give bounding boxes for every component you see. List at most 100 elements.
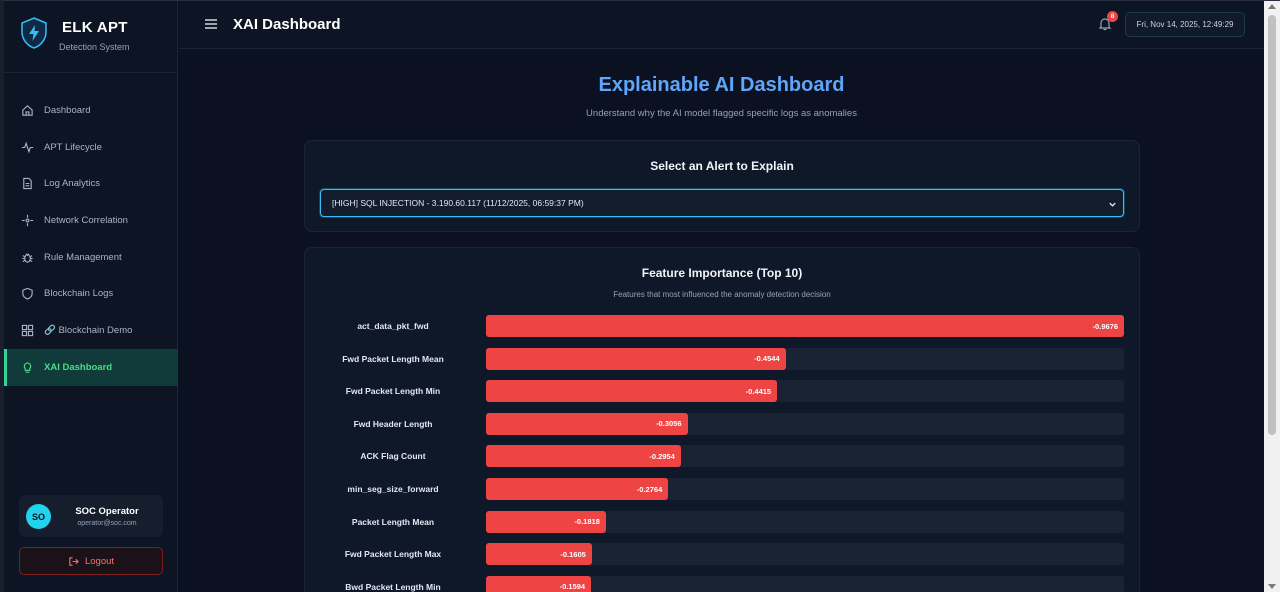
feature-bar-row: Packet Length Mean -0.1818 — [305, 510, 1141, 533]
feature-label: Fwd Packet Length Max — [344, 549, 442, 560]
feature-bar-row: Fwd Packet Length Max -0.1605 — [305, 543, 1141, 566]
feature-label: Bwd Packet Length Min — [345, 581, 441, 592]
brand-title: ELK APT — [62, 19, 128, 36]
bell-icon[interactable] — [1098, 17, 1112, 31]
feature-value-label: -0.1818 — [574, 517, 600, 527]
logout-button[interactable]: Logout — [19, 547, 163, 575]
feature-bar: -0.1594 — [486, 575, 592, 592]
sidebar-item-dashboard[interactable]: Dashboard — [4, 92, 178, 129]
feature-bar: -0.3056 — [486, 412, 688, 435]
lightbulb-icon — [20, 360, 34, 374]
feature-value-label: -0.9676 — [1092, 321, 1118, 331]
main-content: Explainable AI Dashboard Understand why … — [179, 50, 1264, 592]
feature-label: ACK Flag Count — [360, 451, 426, 462]
feature-label: Fwd Header Length — [353, 418, 433, 429]
feature-bar-row: ACK Flag Count -0.2954 — [305, 445, 1141, 468]
sidebar-item-log-analytics[interactable]: Log Analytics — [4, 165, 178, 202]
scroll-down-arrow-icon[interactable] — [1268, 584, 1276, 589]
user-email: operator@soc.com — [77, 520, 137, 527]
sidebar-item-label: APT Lifecycle — [44, 141, 102, 153]
sidebar: ELK APT Detection System Dashboard APT L… — [4, 1, 178, 592]
feature-importance-title: Feature Importance (Top 10) — [641, 266, 803, 280]
chevron-down-icon — [1109, 202, 1116, 207]
sidebar-item-apt-lifecycle[interactable]: APT Lifecycle — [4, 129, 178, 166]
sidebar-item-rule-management[interactable]: Rule Management — [4, 239, 178, 276]
logout-label: Logout — [84, 555, 115, 567]
sidebar-item-label: 🔗 Blockchain Demo — [44, 324, 133, 336]
feature-bar: -0.9676 — [486, 315, 1124, 337]
feature-bar: -0.4415 — [486, 380, 778, 403]
sidebar-nav: Dashboard APT Lifecycle Log Analytics Ne… — [4, 92, 178, 386]
brand-subtitle: Detection System — [59, 42, 130, 52]
shield-icon — [20, 287, 34, 301]
feature-bar-row: act_data_pkt_fwd -0.9676 — [305, 315, 1141, 337]
activity-icon — [20, 140, 34, 154]
sidebar-item-label: Rule Management — [44, 251, 122, 263]
feature-label: Fwd Packet Length Min — [345, 386, 441, 397]
feature-importance-card: Feature Importance (Top 10) Features tha… — [304, 247, 1140, 592]
feature-value-label: -0.2954 — [649, 451, 675, 461]
user-name: SOC Operator — [75, 506, 139, 517]
feature-bar-track: -0.2954 — [486, 445, 1124, 468]
grid-icon — [20, 323, 34, 337]
feature-bar-row: Bwd Packet Length Min -0.1594 — [305, 575, 1141, 592]
page-title: XAI Dashboard — [233, 16, 341, 33]
feature-label: act_data_pkt_fwd — [357, 321, 429, 331]
feature-bar-row: min_seg_size_forward -0.2764 — [305, 478, 1141, 500]
feature-bar-track: -0.4415 — [486, 380, 1124, 403]
sidebar-item-label: Dashboard — [44, 104, 91, 116]
alert-select-card: Select an Alert to Explain [HIGH] SQL IN… — [304, 140, 1140, 232]
feature-bar-track: -0.2764 — [486, 478, 1124, 500]
sidebar-item-network-correlation[interactable]: Network Correlation — [4, 202, 178, 239]
dashboard-subtitle: Understand why the AI model flagged spec… — [586, 108, 857, 119]
feature-bar-track: -0.1818 — [486, 510, 1124, 533]
sidebar-item-label: Network Correlation — [44, 214, 128, 226]
feature-bar-track: -0.1605 — [486, 543, 1124, 566]
bug-icon — [20, 250, 34, 264]
feature-bar: -0.4544 — [486, 347, 786, 370]
home-icon — [20, 103, 34, 117]
feature-bar-track: -0.9676 — [486, 315, 1124, 337]
feature-value-label: -0.1594 — [559, 582, 586, 592]
top-header: XAI Dashboard 8 Fri, Nov 14, 2025, 12:49… — [179, 1, 1264, 49]
feature-bar-track: -0.4544 — [486, 347, 1124, 370]
alert-select-value: [HIGH] SQL INJECTION - 3.190.60.117 (11/… — [332, 198, 584, 208]
feature-bar-track: -0.3056 — [486, 412, 1124, 435]
feature-label: Fwd Packet Length Mean — [342, 353, 444, 364]
datetime-display: Fri, Nov 14, 2025, 12:49:29 — [1125, 12, 1245, 37]
file-icon — [20, 177, 34, 191]
sidebar-item-xai-dashboard[interactable]: XAI Dashboard — [4, 348, 178, 386]
shield-bolt-logo-icon — [21, 17, 47, 49]
feature-bar-row: Fwd Header Length -0.3056 — [305, 412, 1141, 435]
sidebar-item-label: XAI Dashboard — [44, 361, 113, 373]
feature-value-label: -0.1605 — [560, 549, 586, 559]
menu-icon[interactable] — [205, 18, 217, 30]
logout-icon — [69, 556, 79, 566]
notification-badge: 8 — [1107, 11, 1118, 22]
alert-select-dropdown[interactable]: [HIGH] SQL INJECTION - 3.190.60.117 (11/… — [320, 189, 1124, 217]
feature-value-label: -0.4415 — [745, 386, 772, 396]
feature-value-label: -0.4544 — [754, 354, 780, 364]
sidebar-item-label: Blockchain Logs — [44, 288, 114, 300]
dashboard-title: Explainable AI Dashboard — [598, 74, 845, 96]
feature-importance-subtitle: Features that most influenced the anomal… — [613, 290, 831, 299]
brand: ELK APT Detection System — [4, 1, 177, 73]
scrollbar[interactable] — [1264, 1, 1280, 592]
network-icon — [20, 213, 34, 227]
sidebar-item-blockchain-demo[interactable]: 🔗 Blockchain Demo — [4, 312, 178, 349]
feature-bar-track: -0.1594 — [486, 575, 1124, 592]
feature-value-label: -0.2764 — [636, 484, 663, 494]
sidebar-item-label: Log Analytics — [44, 178, 100, 190]
feature-bar-row: Fwd Packet Length Min -0.4415 — [305, 380, 1141, 403]
feature-bar: -0.1818 — [486, 510, 606, 533]
feature-bar: -0.1605 — [486, 543, 592, 566]
scroll-up-arrow-icon[interactable] — [1268, 4, 1276, 9]
scroll-thumb[interactable] — [1268, 15, 1276, 435]
sidebar-item-blockchain-logs[interactable]: Blockchain Logs — [4, 275, 178, 312]
feature-bar: -0.2954 — [486, 445, 681, 468]
feature-bar-row: Fwd Packet Length Mean -0.4544 — [305, 347, 1141, 370]
avatar: SO — [26, 504, 51, 529]
feature-bar: -0.2764 — [486, 478, 669, 500]
alert-select-title: Select an Alert to Explain — [650, 159, 794, 173]
feature-value-label: -0.3056 — [656, 419, 682, 429]
